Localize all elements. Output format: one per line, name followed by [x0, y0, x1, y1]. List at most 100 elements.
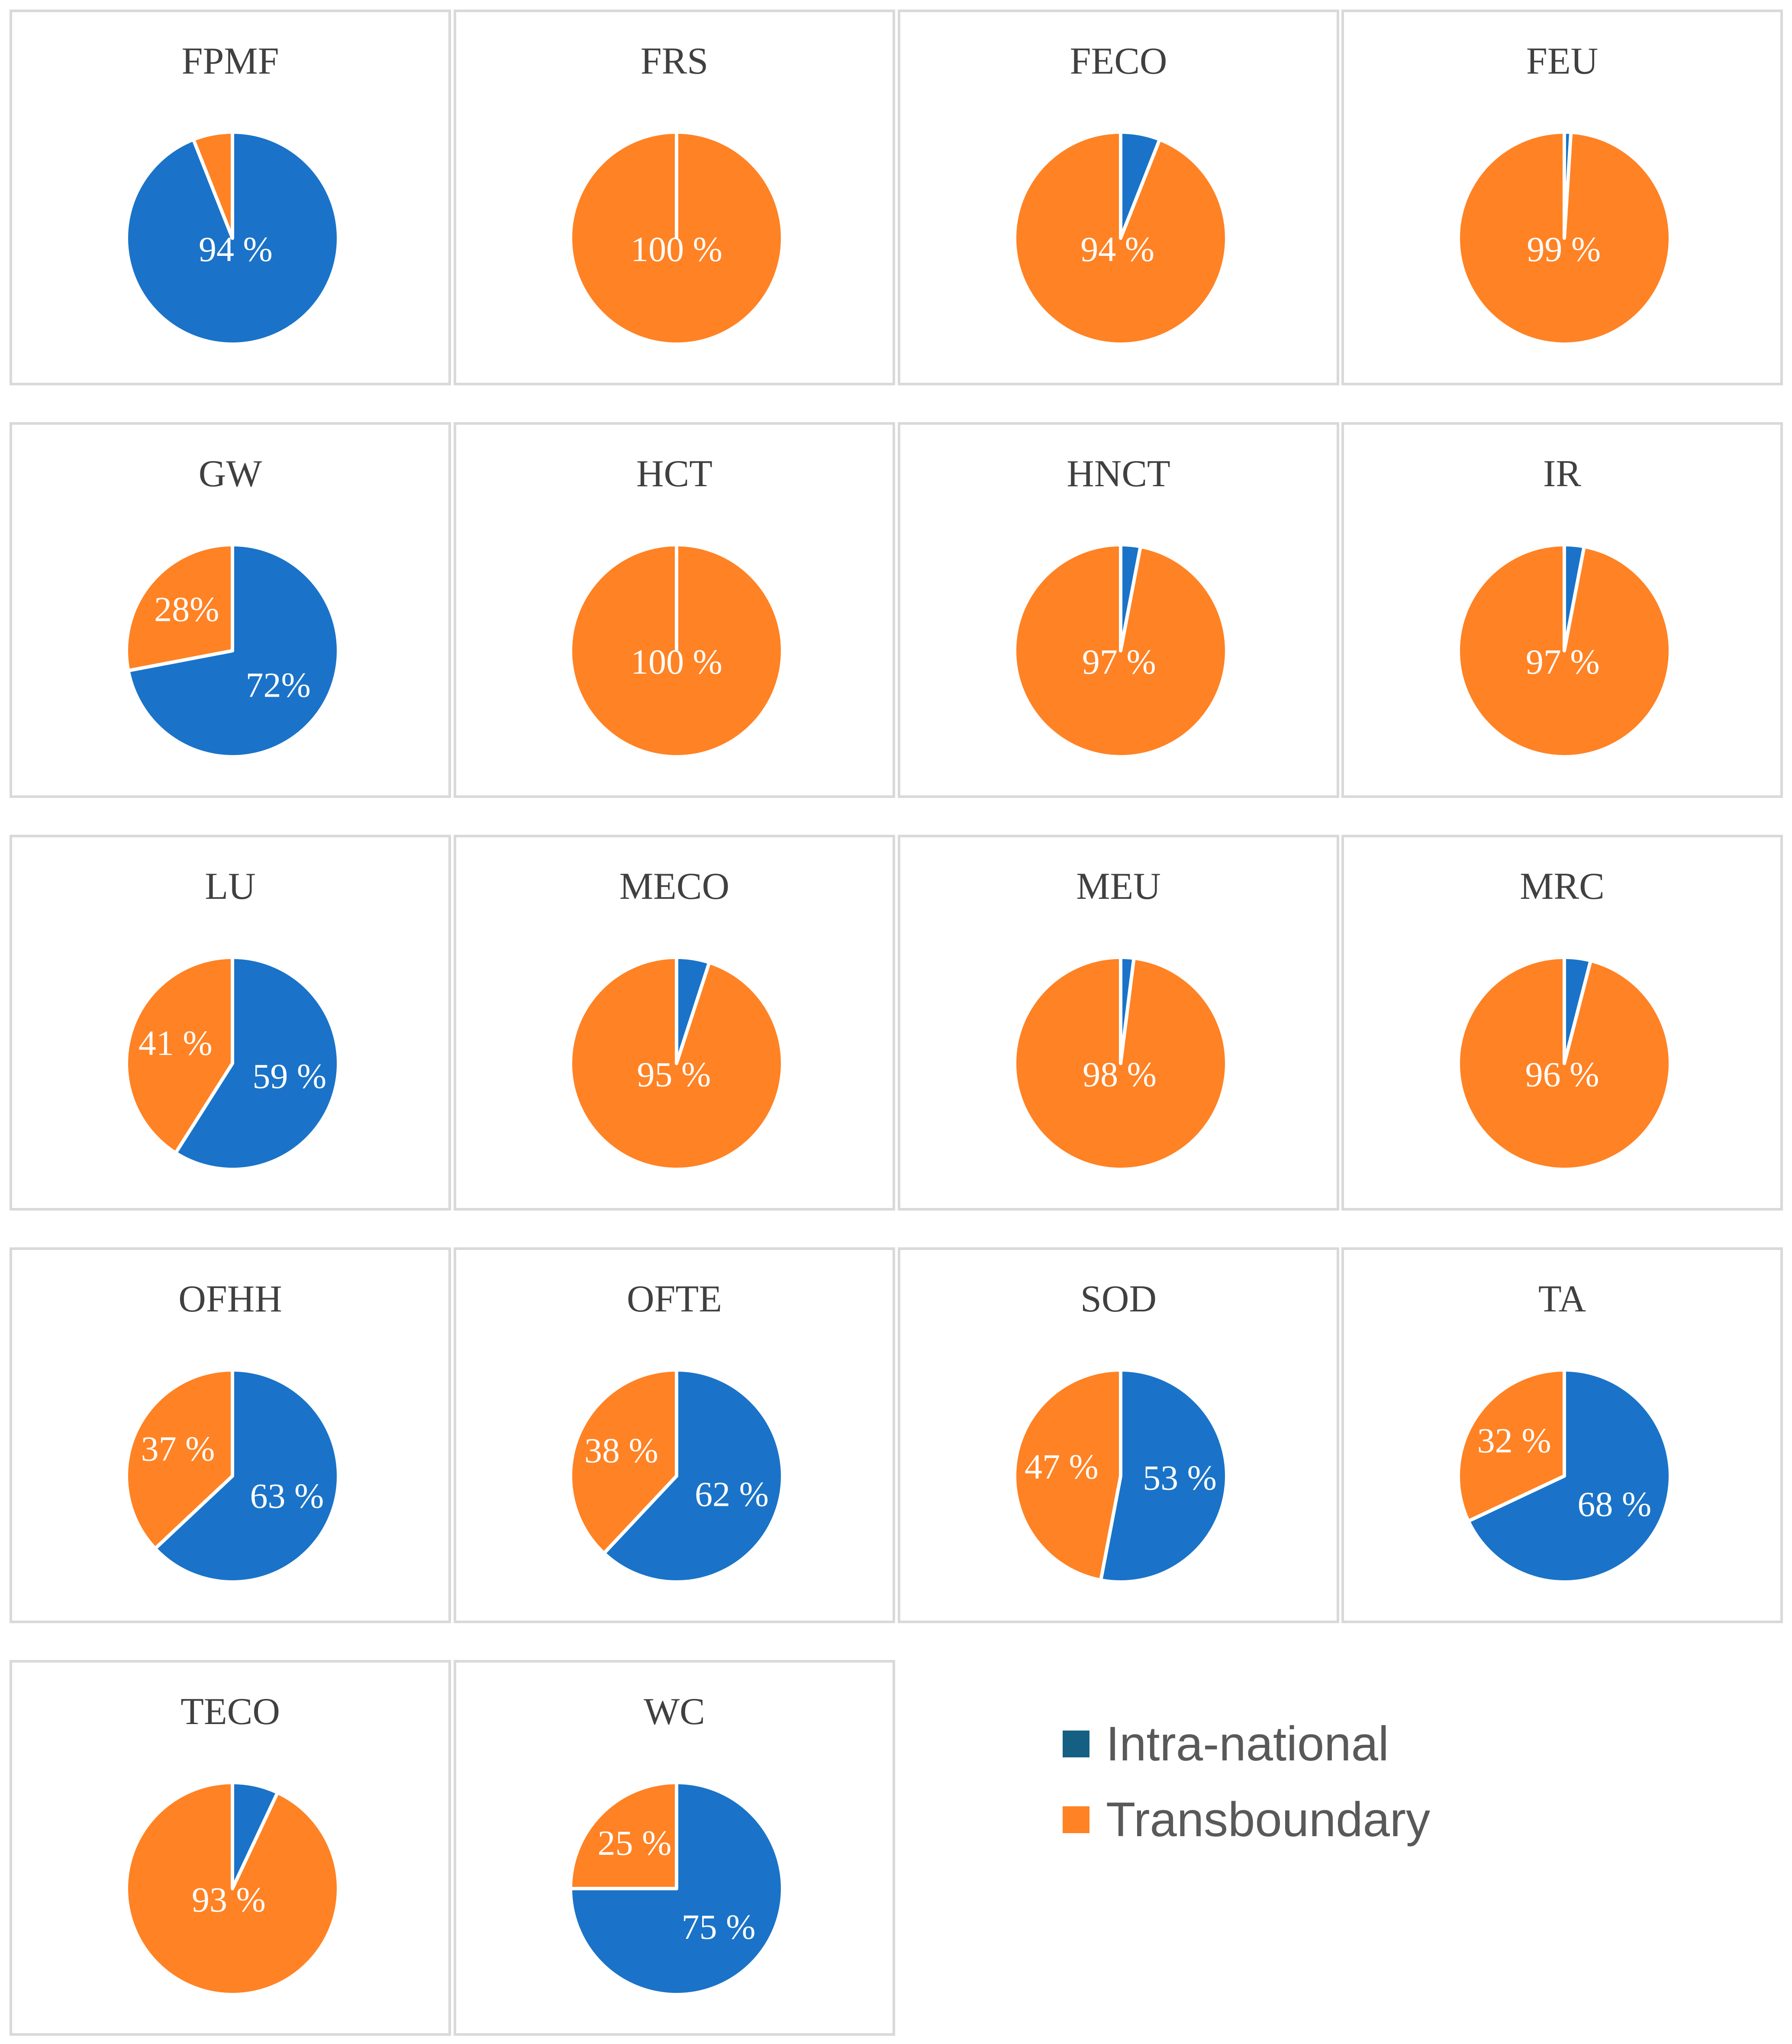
- pie-title-ofhh: OFHH: [178, 1278, 282, 1320]
- pie-panel-hnct: HNCT 97 %: [898, 422, 1339, 798]
- pie-sod: 53 % 47 %: [1013, 1368, 1228, 1584]
- pie-panel-ofhh: OFHH 63 % 37 %: [10, 1247, 451, 1623]
- pie-hct: 100 %: [569, 543, 784, 759]
- pie-lu: 59 % 41 %: [125, 956, 340, 1171]
- pie-title-frs: FRS: [640, 40, 709, 82]
- pie-slice-ofte-transboundary: [569, 1368, 678, 1555]
- pie-title-fpmf: FPMF: [181, 40, 279, 82]
- pie-label-wc-intra-national: 75 %: [682, 1907, 756, 1947]
- pie-teco: 93 %: [125, 1781, 340, 1996]
- pie-title-wc: WC: [644, 1691, 705, 1733]
- pie-slice-sod-intra-national: [1099, 1368, 1228, 1584]
- pie-wc: 75 % 25 %: [569, 1781, 784, 1996]
- pie-title-feco: FECO: [1070, 40, 1167, 82]
- legend-swatch-transboundary: [1063, 1806, 1089, 1833]
- pie-panel-ta: TA 68 % 32 %: [1341, 1247, 1783, 1623]
- pie-label-ta-intra-national: 68 %: [1577, 1484, 1651, 1524]
- pie-panel-feco: FECO 94 %: [898, 10, 1339, 385]
- pie-ir: 97 %: [1457, 543, 1672, 759]
- pie-meu: 98 %: [1013, 956, 1228, 1171]
- pie-feu: 99 %: [1457, 130, 1672, 346]
- pie-slice-gw-transboundary: [125, 543, 234, 672]
- pie-label-ofhh-transboundary: 37 %: [141, 1429, 215, 1468]
- pie-panel-lu: LU 59 % 41 %: [10, 835, 451, 1211]
- pie-panel-mrc: MRC 96 %: [1341, 835, 1783, 1211]
- pie-panel-sod: SOD 53 % 47 %: [898, 1247, 1339, 1623]
- pie-panel-gw: GW 72% 28%: [10, 422, 451, 798]
- pie-label-ofte-intra-national: 62 %: [695, 1474, 769, 1514]
- pie-panel-fpmf: FPMF 94 %: [10, 10, 451, 385]
- pie-slice-ta-transboundary: [1457, 1368, 1566, 1523]
- pie-mrc: 96 %: [1457, 956, 1672, 1171]
- pie-label-feco-transboundary: 94 %: [1080, 229, 1154, 269]
- pie-label-hct-transboundary: 100 %: [631, 642, 722, 681]
- legend-item-transboundary: Transboundary: [1063, 1782, 1430, 1857]
- pie-label-meu-transboundary: 98 %: [1083, 1055, 1157, 1094]
- pie-panel-meco: MECO 95 %: [454, 835, 895, 1211]
- pie-title-ta: TA: [1538, 1278, 1586, 1320]
- pie-label-fpmf-intra-national: 94 %: [199, 229, 273, 269]
- pie-title-mrc: MRC: [1520, 865, 1605, 907]
- pie-ta: 68 % 32 %: [1457, 1368, 1672, 1584]
- pie-label-ofte-transboundary: 38 %: [584, 1430, 658, 1470]
- pie-panel-hct: HCT 100 %: [454, 422, 895, 798]
- pie-label-ir-transboundary: 97 %: [1526, 642, 1600, 681]
- pie-title-feu: FEU: [1526, 40, 1599, 82]
- pie-label-meco-transboundary: 95 %: [637, 1055, 711, 1094]
- pie-slice-hnct-transboundary: [1013, 543, 1228, 759]
- legend-item-intra-national: Intra-national: [1063, 1706, 1430, 1782]
- pie-label-hnct-transboundary: 97 %: [1082, 642, 1156, 681]
- pie-label-lu-transboundary: 41 %: [139, 1024, 213, 1063]
- pie-label-mrc-transboundary: 96 %: [1525, 1055, 1599, 1094]
- pie-slice-ta-intra-national: [1466, 1368, 1672, 1584]
- pie-slice-teco-transboundary: [125, 1781, 340, 1996]
- pie-slice-ofhh-intra-national: [153, 1368, 340, 1584]
- pie-ofte: 62 % 38 %: [569, 1368, 784, 1584]
- pie-title-meco: MECO: [619, 865, 730, 907]
- pie-label-sod-transboundary: 47 %: [1025, 1447, 1099, 1486]
- pie-hnct: 97 %: [1013, 543, 1228, 759]
- pie-frs: 100 %: [569, 130, 784, 346]
- pie-slice-feu-transboundary: [1457, 130, 1672, 346]
- pie-title-lu: LU: [205, 865, 256, 907]
- pie-title-hnct: HNCT: [1067, 453, 1170, 495]
- pie-slice-ir-transboundary: [1457, 543, 1672, 759]
- pie-slice-lu-intra-national: [174, 956, 340, 1171]
- pie-panel-ir: IR 97 %: [1341, 422, 1783, 798]
- pie-label-gw-transboundary: 28%: [154, 589, 219, 629]
- pie-title-gw: GW: [198, 453, 262, 495]
- pie-label-gw-intra-national: 72%: [246, 665, 311, 704]
- pie-slice-fpmf-transboundary: [191, 130, 234, 240]
- pie-slice-lu-transboundary: [125, 956, 234, 1155]
- pie-title-meu: MEU: [1076, 865, 1161, 907]
- pie-fpmf: 94 %: [125, 130, 340, 346]
- pie-label-frs-transboundary: 100 %: [631, 229, 722, 269]
- pie-label-lu-intra-national: 59 %: [252, 1056, 326, 1096]
- pie-title-ofte: OFTE: [627, 1278, 722, 1320]
- pie-title-hct: HCT: [636, 453, 712, 495]
- pie-title-teco: TECO: [180, 1691, 280, 1733]
- pie-title-sod: SOD: [1080, 1278, 1157, 1320]
- pie-feco: 94 %: [1013, 130, 1228, 346]
- pie-label-ofhh-intra-national: 63 %: [250, 1476, 324, 1515]
- pie-slice-sod-transboundary: [1013, 1368, 1122, 1582]
- pie-ofhh: 63 % 37 %: [125, 1368, 340, 1584]
- pie-label-sod-intra-national: 53 %: [1143, 1458, 1217, 1498]
- pie-label-feu-transboundary: 99 %: [1527, 229, 1601, 269]
- legend-label-intra-national: Intra-national: [1106, 1717, 1389, 1771]
- legend-label-transboundary: Transboundary: [1106, 1792, 1431, 1847]
- pie-meco: 95 %: [569, 956, 784, 1171]
- legend-swatch-intra-national: [1063, 1730, 1089, 1757]
- pie-panel-frs: FRS 100 %: [454, 10, 895, 385]
- pie-panel-ofte: OFTE 62 % 38 %: [454, 1247, 895, 1623]
- legend: Intra-national Transboundary: [1063, 1706, 1430, 1857]
- pie-gw: 72% 28%: [125, 543, 340, 759]
- pie-slice-ofte-intra-national: [602, 1368, 784, 1584]
- pie-panel-wc: WC 75 % 25 %: [454, 1660, 895, 2036]
- pie-slice-ofhh-transboundary: [125, 1368, 234, 1550]
- pie-slice-feco-transboundary: [1013, 130, 1228, 346]
- pie-label-wc-transboundary: 25 %: [598, 1823, 672, 1863]
- pie-slice-meu-transboundary: [1013, 956, 1228, 1171]
- pie-panel-teco: TECO 93 %: [10, 1660, 451, 2036]
